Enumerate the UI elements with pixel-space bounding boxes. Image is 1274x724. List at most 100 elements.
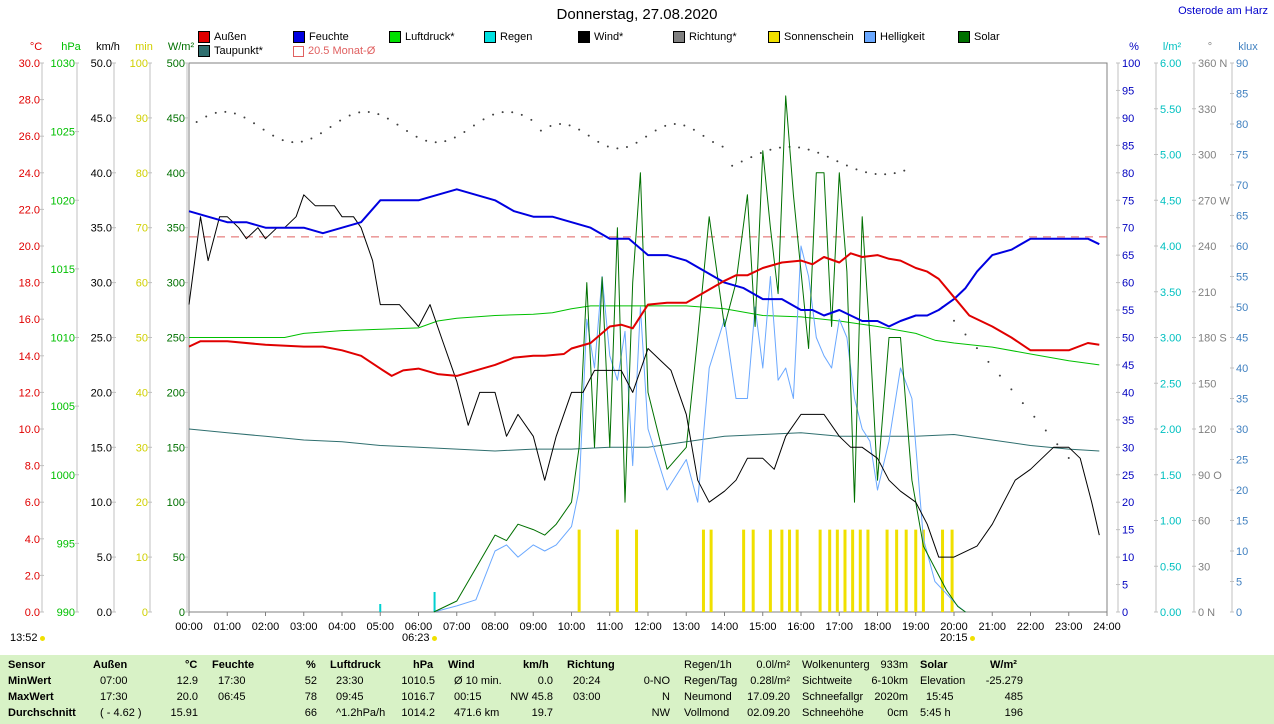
legend-regen: Regen bbox=[484, 31, 532, 43]
legend-label: Sonnenschein bbox=[784, 31, 854, 43]
legend-sonnenschein: Sonnenschein bbox=[768, 31, 854, 43]
tick-label: 20.0 bbox=[19, 241, 40, 253]
tick-label: 350 bbox=[167, 223, 185, 235]
tick-label: 30 bbox=[1236, 424, 1248, 436]
stats-extra-value: 933m bbox=[880, 659, 908, 671]
legend-richtung: Richtung* bbox=[673, 31, 737, 43]
legend-swatch bbox=[293, 45, 304, 57]
tick-label: 6.00 bbox=[1160, 58, 1181, 70]
direction-dot bbox=[501, 111, 504, 114]
tick-label: 40 bbox=[136, 387, 148, 399]
stats-solar-value: 485 bbox=[1004, 691, 1023, 703]
tick-label: 45 bbox=[1122, 360, 1134, 372]
tick-label: 45.0 bbox=[91, 113, 112, 125]
axis-unit-label: min bbox=[135, 41, 153, 53]
stats-header-aussen: Außen bbox=[93, 659, 128, 671]
direction-dot bbox=[884, 173, 887, 176]
time-tick-label: 23:00 bbox=[1055, 621, 1083, 633]
tick-label: 15 bbox=[1122, 525, 1134, 537]
stats-cell: 17:30 bbox=[100, 691, 128, 703]
tick-label: 25.0 bbox=[91, 333, 112, 345]
direction-dot bbox=[539, 129, 542, 132]
stats-cell: 12.9 bbox=[176, 675, 198, 687]
tick-label: 75 bbox=[1236, 150, 1248, 162]
time-tick-label: 15:00 bbox=[749, 621, 777, 633]
tick-label: 35 bbox=[1236, 394, 1248, 406]
tick-label: 2.50 bbox=[1160, 378, 1181, 390]
tick-label: 14.0 bbox=[19, 351, 40, 363]
tick-label: 8.0 bbox=[25, 461, 40, 473]
time-tick-label: 12:00 bbox=[634, 621, 662, 633]
tick-label: 60 bbox=[136, 278, 148, 290]
legend-label: Wind* bbox=[594, 31, 624, 43]
direction-dot bbox=[253, 122, 256, 125]
stats-extra-label: Schneefallgr bbox=[802, 691, 864, 703]
stats-cell: 66 bbox=[304, 707, 317, 719]
direction-dot bbox=[434, 141, 437, 144]
tick-label: 0 bbox=[179, 607, 185, 619]
direction-dot bbox=[559, 123, 562, 126]
stats-cell: N bbox=[662, 691, 670, 703]
direction-dot bbox=[511, 111, 514, 114]
time-tick-label: 20:00 bbox=[940, 621, 968, 633]
time-tick-label: 07:00 bbox=[443, 621, 471, 633]
stats-cell: 15.91 bbox=[170, 707, 198, 719]
series-line-taupunkt bbox=[188, 428, 1100, 452]
sunrise-marker: 06:23 bbox=[402, 632, 437, 644]
stats-cell: 19.7 bbox=[531, 707, 553, 719]
direction-dot bbox=[339, 119, 342, 122]
tick-label: 18.0 bbox=[19, 278, 40, 290]
tick-label: 20 bbox=[1236, 485, 1248, 497]
station-name[interactable]: Osterode am Harz bbox=[1178, 5, 1268, 17]
stats-extra-value: 02.09.20 bbox=[747, 707, 790, 719]
stats-extra-value: 0.28l/m² bbox=[750, 675, 790, 687]
tick-label: 5 bbox=[1236, 577, 1242, 589]
tick-label: 60 bbox=[1198, 516, 1210, 528]
current-time-marker: 13:52 bbox=[10, 632, 45, 644]
direction-dot bbox=[893, 172, 896, 175]
tick-label: 5.0 bbox=[97, 552, 112, 564]
tick-label: 120 bbox=[1198, 424, 1216, 436]
axis-unit-label: hPa bbox=[61, 41, 81, 53]
tick-label: 150 bbox=[1198, 378, 1216, 390]
time-tick-label: 14:00 bbox=[711, 621, 739, 633]
legend-label: Taupunkt* bbox=[214, 45, 263, 57]
stats-header-richtung: Richtung bbox=[567, 659, 615, 671]
time-tick-label: 13:00 bbox=[672, 621, 700, 633]
axis-unit-label: klux bbox=[1238, 41, 1258, 53]
direction-dot bbox=[798, 146, 801, 149]
legend-label: Außen bbox=[214, 31, 247, 43]
stats-cell: 78 bbox=[304, 691, 317, 703]
tick-label: 4.50 bbox=[1160, 195, 1181, 207]
tick-label: 25 bbox=[1122, 470, 1134, 482]
direction-dot bbox=[1056, 443, 1059, 446]
series-line-wind bbox=[188, 194, 1100, 558]
legend-label: Feuchte bbox=[309, 31, 349, 43]
tick-label: 50 bbox=[1236, 302, 1248, 314]
tick-label: 25 bbox=[1236, 455, 1248, 467]
stats-extra-value: 2020m bbox=[874, 691, 908, 703]
direction-dot bbox=[233, 112, 236, 115]
tick-label: 250 bbox=[167, 333, 185, 345]
sunrise-label: 06:23 bbox=[402, 632, 430, 644]
tick-label: 0.00 bbox=[1160, 607, 1181, 619]
direction-dot bbox=[807, 148, 810, 151]
stats-solar-label: 15:45 bbox=[926, 691, 954, 703]
direction-dot bbox=[300, 140, 303, 143]
tick-label: 300 bbox=[167, 278, 185, 290]
stats-cell: 0.0 bbox=[537, 675, 553, 687]
direction-dot bbox=[472, 124, 475, 127]
stats-cell: 09:45 bbox=[336, 691, 364, 703]
stats-cell: 20:24 bbox=[573, 675, 601, 687]
chart-title: Donnerstag, 27.08.2020 bbox=[556, 6, 718, 23]
tick-label: 60 bbox=[1122, 278, 1134, 290]
direction-dot bbox=[903, 169, 906, 172]
sunset-marker: 20:15 bbox=[940, 632, 975, 644]
series-line-helligkeit bbox=[433, 245, 966, 613]
stats-extra-value: 6-10km bbox=[871, 675, 908, 687]
stats-cell: Ø 10 min. bbox=[454, 675, 502, 687]
tick-label: 200 bbox=[167, 387, 185, 399]
legend-swatch bbox=[198, 31, 210, 43]
stats-header-luftdruck: Luftdruck bbox=[330, 659, 381, 671]
stats-cell: NW 45.8 bbox=[510, 691, 553, 703]
